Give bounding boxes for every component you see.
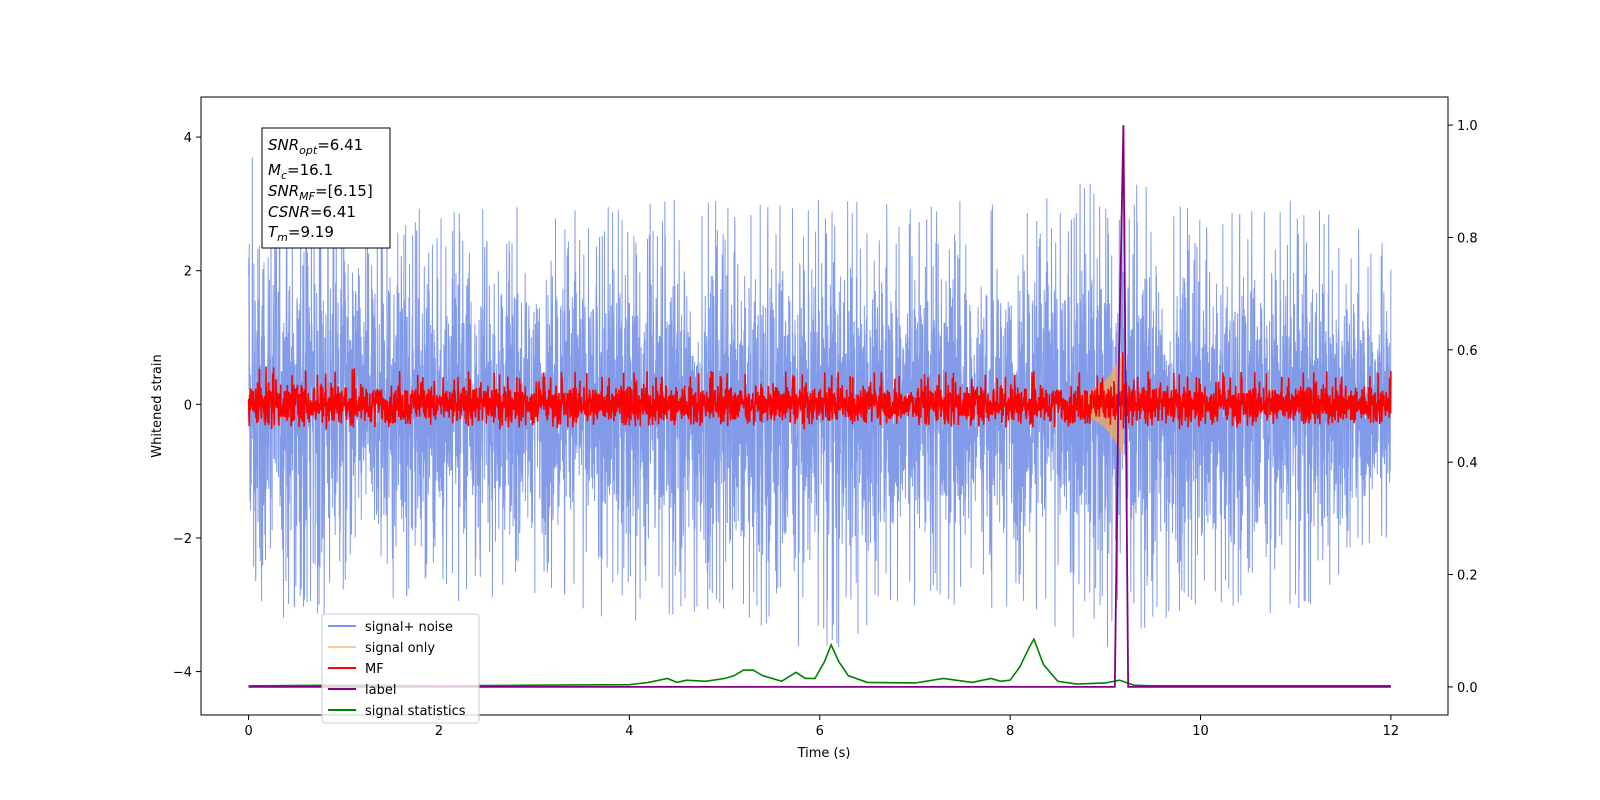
legend: signal+ noise signal only MF label signa…	[321, 613, 480, 724]
legend-label-signal-noise: signal+ noise	[365, 620, 453, 635]
x-tick-label: 8	[1006, 724, 1014, 739]
x-axis-title: Time (s)	[797, 746, 851, 761]
stat-mc: Mc=16.1	[268, 161, 333, 182]
legend-label-signal-statistics: signal statistics	[365, 704, 466, 719]
y-tick-label: 4	[184, 131, 192, 146]
y-tick-label: −4	[173, 666, 192, 681]
stat-snr-opt: SNRopt=6.41	[268, 136, 363, 157]
x-tick-label: 10	[1192, 724, 1209, 739]
stat-tm: Tm=9.19	[268, 223, 334, 244]
x-tick-label: 0	[244, 724, 252, 739]
x-tick-label: 2	[435, 724, 443, 739]
y2-tick-label: 0.0	[1457, 681, 1478, 696]
legend-frame	[321, 613, 480, 724]
y-tick-label: −2	[173, 532, 192, 547]
stats-box-frame	[261, 127, 391, 249]
y-tick-label: 2	[184, 265, 192, 280]
plot-frame	[200, 96, 1449, 716]
series-label	[248, 125, 1391, 688]
series-signal-statistics	[248, 637, 1391, 687]
y2-tick-label: 1.0	[1457, 119, 1478, 134]
series-mf	[247, 352, 1392, 430]
x-tick-label: 12	[1383, 724, 1400, 739]
legend-label-mf: MF	[365, 662, 384, 677]
axis-ticks-layer: 0 2 4 6 8 10 12 −4 −2 0 2 4 0.0 0.2 0.4 0.6 0.8 1.0	[173, 119, 1478, 739]
y2-tick-label: 0.4	[1457, 456, 1478, 471]
x-tick-label: 4	[625, 724, 633, 739]
stats-box: SNRopt=6.41 Mc=16.1 SNRMF=[6.15] CSNR=6.…	[261, 127, 391, 249]
legend-label-label: label	[365, 683, 396, 698]
plot-data-layer	[247, 125, 1392, 688]
stat-csnr: CSNR=6.41	[268, 203, 356, 221]
legend-label-signal-only: signal only	[365, 641, 435, 656]
y-tick-label: 0	[184, 398, 192, 413]
stat-snr-mf: SNRMF=[6.15]	[268, 182, 373, 203]
x-tick-label: 6	[816, 724, 824, 739]
y-axis-title: Whitened strain	[150, 354, 165, 457]
y2-tick-label: 0.6	[1457, 344, 1478, 359]
y2-tick-label: 0.8	[1457, 231, 1478, 246]
y2-tick-label: 0.2	[1457, 569, 1478, 584]
